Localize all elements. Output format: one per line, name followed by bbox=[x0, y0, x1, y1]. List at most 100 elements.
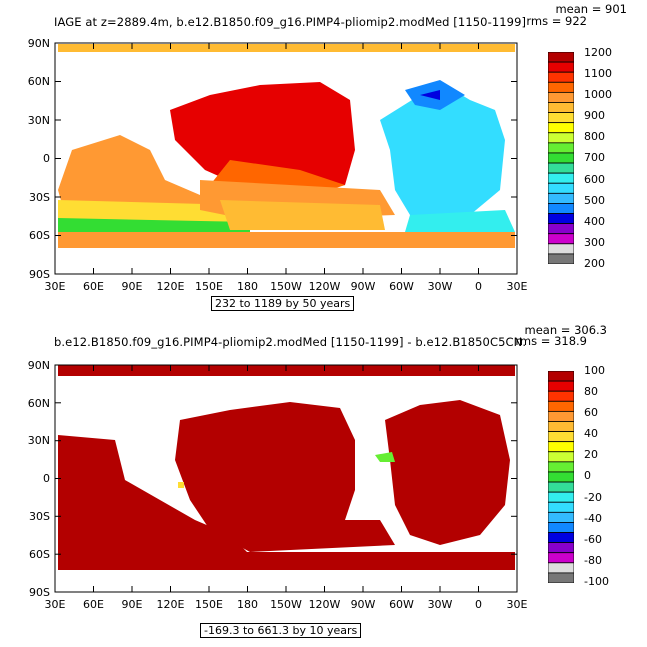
colorbar-swatch bbox=[547, 71, 575, 83]
lon-label: 150W bbox=[270, 280, 302, 293]
colorbar-swatch bbox=[547, 51, 575, 63]
colorbar-label: -40 bbox=[584, 512, 602, 525]
colorbar-swatch bbox=[547, 491, 575, 503]
lon-label: 150E bbox=[195, 280, 223, 293]
lon-label: 120W bbox=[308, 280, 341, 293]
colorbar-swatch bbox=[547, 142, 575, 154]
lon-label: 0 bbox=[475, 598, 482, 611]
colorbar-label: 700 bbox=[584, 151, 605, 164]
lon-label: 30E bbox=[44, 598, 66, 611]
top-lat-ticks bbox=[55, 42, 517, 275]
colorbar-label: 300 bbox=[584, 236, 605, 249]
lon-label: 0 bbox=[475, 280, 482, 293]
top-rms-label: rms = 922 bbox=[526, 14, 587, 28]
colorbar-swatch bbox=[547, 542, 575, 554]
lat-label: 30S bbox=[29, 191, 50, 204]
lat-label: 90S bbox=[29, 268, 50, 281]
colorbar-swatch bbox=[547, 112, 575, 124]
lon-label: 180 bbox=[237, 598, 258, 611]
lon-label: 90E bbox=[121, 280, 143, 293]
lon-label: 30W bbox=[427, 280, 453, 293]
bottom-panel-title: b.e12.B1850.f09_g16.PIMP4-pliomip2.modMe… bbox=[54, 335, 527, 349]
lat-label: 30S bbox=[29, 510, 50, 523]
colorbar-label: 900 bbox=[584, 109, 605, 122]
lon-label: 120E bbox=[156, 598, 185, 611]
lon-label: 90W bbox=[350, 280, 376, 293]
colorbar-swatch bbox=[547, 501, 575, 513]
lon-label: 90W bbox=[350, 598, 376, 611]
bottom-panel: mean = 306.3 rms = 318.9 b.e12.B1850.f09… bbox=[0, 320, 647, 647]
colorbar-label: -20 bbox=[584, 491, 602, 504]
lon-label: 60W bbox=[389, 280, 414, 293]
colorbar-label: 400 bbox=[584, 215, 605, 228]
colorbar-label: -80 bbox=[584, 554, 602, 567]
lat-label: 60N bbox=[27, 75, 50, 88]
bottom-ocean-fields bbox=[58, 365, 515, 570]
top-colorbar-swatches bbox=[547, 51, 575, 265]
colorbar-swatch bbox=[547, 243, 575, 255]
lat-label: 0 bbox=[43, 152, 50, 165]
colorbar-label: -100 bbox=[584, 575, 609, 588]
colorbar-swatch bbox=[547, 461, 575, 473]
colorbar-swatch bbox=[547, 532, 575, 544]
lat-label: 60N bbox=[27, 397, 50, 410]
colorbar-swatch bbox=[547, 441, 575, 453]
colorbar-swatch bbox=[547, 102, 575, 113]
lat-label: 60S bbox=[29, 548, 50, 561]
colorbar-label: 20 bbox=[584, 448, 598, 461]
colorbar-swatch bbox=[547, 213, 575, 225]
colorbar-swatch bbox=[547, 122, 575, 134]
colorbar-swatch bbox=[547, 203, 575, 214]
lat-label: 30N bbox=[27, 114, 50, 127]
lon-label: 30W bbox=[427, 598, 453, 611]
bottom-lon-ticks bbox=[54, 365, 518, 592]
colorbar-label: 1200 bbox=[584, 46, 612, 59]
colorbar-label: 60 bbox=[584, 406, 598, 419]
colorbar-label: 1000 bbox=[584, 88, 612, 101]
lon-label: 180 bbox=[237, 280, 258, 293]
colorbar-swatch bbox=[547, 400, 575, 412]
lon-label: 150E bbox=[195, 598, 223, 611]
lon-label: 60W bbox=[389, 598, 414, 611]
top-colorbar bbox=[547, 51, 575, 265]
colorbar-swatch bbox=[547, 253, 575, 265]
colorbar-swatch bbox=[547, 390, 575, 402]
colorbar-label: 0 bbox=[584, 469, 591, 482]
lat-label: 90S bbox=[29, 586, 50, 599]
colorbar-swatch bbox=[547, 451, 575, 463]
lat-label: 60S bbox=[29, 229, 50, 242]
bottom-map bbox=[54, 364, 518, 593]
colorbar-label: 1100 bbox=[584, 67, 612, 80]
lon-label: 30E bbox=[44, 280, 66, 293]
colorbar-swatch bbox=[547, 152, 575, 164]
colorbar-swatch bbox=[547, 421, 575, 432]
colorbar-swatch bbox=[547, 91, 575, 103]
colorbar-label: 800 bbox=[584, 130, 605, 143]
lon-label: 60E bbox=[83, 280, 104, 293]
colorbar-swatch bbox=[547, 233, 575, 245]
lon-label: 150W bbox=[270, 598, 302, 611]
colorbar-swatch bbox=[547, 572, 575, 584]
colorbar-swatch bbox=[547, 370, 575, 382]
lon-label: 30E bbox=[506, 598, 528, 611]
colorbar-swatch bbox=[547, 511, 575, 523]
colorbar-swatch bbox=[547, 431, 575, 443]
top-map bbox=[54, 42, 518, 275]
colorbar-swatch bbox=[547, 81, 575, 93]
colorbar-swatch bbox=[547, 471, 575, 483]
colorbar-label: 80 bbox=[584, 385, 598, 398]
bottom-colorbar-swatches bbox=[547, 370, 575, 584]
lat-label: 90N bbox=[27, 359, 50, 372]
colorbar-swatch bbox=[547, 182, 575, 194]
colorbar-swatch bbox=[547, 192, 575, 204]
lon-label: 30E bbox=[506, 280, 528, 293]
lon-label: 60E bbox=[83, 598, 104, 611]
lon-label: 120W bbox=[308, 598, 341, 611]
colorbar-label: 500 bbox=[584, 194, 605, 207]
bottom-range-note: -169.3 to 661.3 by 10 years bbox=[200, 623, 362, 638]
top-ocean-fields bbox=[58, 44, 515, 248]
top-mean-label: mean = 901 bbox=[555, 2, 627, 16]
lon-label: 120E bbox=[156, 280, 185, 293]
lon-label: 90E bbox=[121, 598, 143, 611]
bottom-lat-ticks bbox=[55, 364, 517, 593]
